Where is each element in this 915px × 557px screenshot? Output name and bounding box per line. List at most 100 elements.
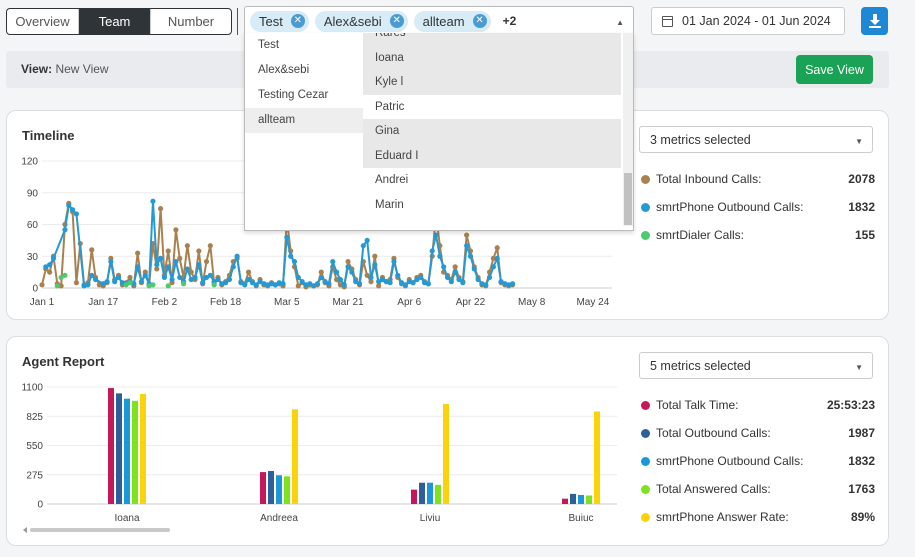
- legend-dot: [641, 400, 650, 410]
- tab-overview[interactable]: Overview: [7, 9, 79, 34]
- scrollbar-thumb[interactable]: [30, 528, 170, 532]
- data-point: [177, 274, 183, 281]
- data-point: [483, 282, 489, 288]
- legend-label: smrtPhone Outbound Calls:: [656, 454, 804, 468]
- tabs-divider: [237, 8, 238, 35]
- bar: [268, 471, 274, 504]
- metrics-select-value: 3 metrics selected: [650, 132, 751, 147]
- list-item[interactable]: allteam: [245, 108, 363, 133]
- close-icon[interactable]: ✕: [389, 14, 404, 28]
- data-point: [127, 280, 133, 286]
- vertical-scrollbar[interactable]: [623, 33, 633, 226]
- legend-value: 89%: [850, 510, 875, 524]
- list-item[interactable]: Marin: [375, 198, 404, 211]
- legend-item: Total Answered Calls: 1763: [641, 475, 875, 503]
- data-point: [112, 279, 118, 285]
- timeline-legend: Total Inbound Calls: 2078 smrtPhone Outbo…: [641, 165, 875, 249]
- data-point: [475, 276, 481, 283]
- caret-up-icon[interactable]: ▲: [616, 18, 624, 27]
- list-item[interactable]: Eduard I: [363, 143, 621, 168]
- x-tick-label: Liviu: [420, 513, 441, 524]
- more-count: +2: [502, 14, 517, 28]
- x-tick-label: Apr 22: [456, 297, 486, 308]
- horizontal-scrollbar[interactable]: [22, 527, 602, 533]
- close-icon[interactable]: ✕: [290, 14, 305, 28]
- data-point: [73, 280, 80, 286]
- data-point: [333, 269, 340, 275]
- x-tick-label: Mar 5: [274, 297, 300, 308]
- tab-number[interactable]: Number: [167, 14, 215, 29]
- data-point: [184, 243, 190, 249]
- legend-value: 1832: [848, 200, 875, 214]
- x-tick-label: Feb 2: [152, 297, 178, 308]
- data-point: [169, 276, 175, 283]
- legend-item: Total Talk Time: 25:53:23: [641, 391, 875, 419]
- legend-dot: [641, 202, 650, 212]
- data-point: [62, 227, 68, 233]
- data-point: [89, 272, 95, 278]
- y-tick-label: 30: [27, 252, 39, 263]
- data-point: [337, 276, 343, 283]
- data-point: [318, 274, 324, 281]
- data-point: [322, 279, 328, 285]
- data-point: [414, 276, 420, 283]
- legend-dot: [641, 428, 650, 438]
- bar: [276, 475, 282, 504]
- data-point: [345, 258, 351, 265]
- x-tick-label: Mar 21: [332, 297, 364, 308]
- data-point: [142, 272, 148, 278]
- bar: [427, 482, 433, 504]
- data-point: [89, 247, 95, 253]
- team-chip: allteam ✕: [413, 10, 491, 32]
- data-point: [154, 266, 160, 272]
- timeline-metrics-select[interactable]: 3 metrics selected ▼: [639, 126, 873, 153]
- legend-label: smrtPhone Answer Rate:: [656, 510, 789, 524]
- data-point: [364, 237, 370, 243]
- list-item[interactable]: Kyle l: [363, 70, 621, 95]
- list-item[interactable]: Patric: [375, 100, 405, 113]
- save-view-button[interactable]: Save View: [796, 55, 873, 84]
- data-point: [490, 264, 497, 270]
- legend-dot: [641, 512, 650, 522]
- data-point: [115, 274, 122, 281]
- list-item[interactable]: Andrei: [375, 174, 409, 186]
- list-item[interactable]: Gina: [363, 119, 621, 144]
- y-tick-label: 90: [27, 188, 39, 199]
- list-item[interactable]: Rares: [363, 33, 621, 46]
- data-point: [437, 253, 443, 259]
- legend-label: Total Answered Calls:: [656, 482, 771, 496]
- chip-label: Alex&sebi: [323, 13, 382, 29]
- close-icon[interactable]: ✕: [472, 14, 487, 28]
- tab-team[interactable]: Team: [79, 9, 151, 34]
- agent-legend: Total Talk Time: 25:53:23 Total Outbound …: [641, 391, 875, 531]
- data-point: [62, 272, 68, 278]
- data-point: [173, 258, 179, 265]
- download-button[interactable]: [861, 7, 888, 35]
- legend-label: Total Inbound Calls:: [656, 172, 762, 186]
- agent-report-chart: 0 275 550 825 1100 Ioana Andreea Liviu Buiuc: [21, 383, 617, 524]
- data-point: [398, 280, 405, 286]
- y-tick-label: 1100: [21, 383, 43, 394]
- data-point: [200, 280, 206, 286]
- timeline-chart: 0 30 60 90 120 Jan 1 Jan 17 Feb 2 Feb 18 Mar 5 Mar…: [21, 157, 612, 308]
- team-multiselect[interactable]: Test ✕ Alex&sebi ✕ allteam ✕ +2 ▲: [244, 6, 634, 36]
- scrollbar-thumb[interactable]: [624, 173, 632, 225]
- data-point: [452, 269, 458, 275]
- date-range-picker[interactable]: 01 Jan 2024 - 01 Jun 2024: [651, 7, 845, 35]
- x-tick-label: Ioana: [114, 513, 139, 524]
- data-point: [486, 274, 493, 281]
- agent-metrics-select[interactable]: 5 metrics selected ▼: [639, 352, 873, 379]
- bar: [562, 498, 568, 504]
- data-point: [161, 274, 168, 281]
- data-point: [249, 280, 256, 286]
- list-item[interactable]: Alex&sebi: [258, 64, 310, 76]
- list-item[interactable]: Test: [258, 39, 280, 51]
- list-item[interactable]: Testing Cezar: [258, 89, 329, 101]
- data-point: [173, 227, 179, 233]
- download-icon: [868, 14, 881, 28]
- x-tick-label: Buiuc: [568, 513, 593, 524]
- data-point: [291, 258, 298, 265]
- legend-label: Total Talk Time:: [656, 398, 739, 412]
- data-point: [58, 274, 64, 281]
- list-item[interactable]: Ioana: [363, 45, 621, 70]
